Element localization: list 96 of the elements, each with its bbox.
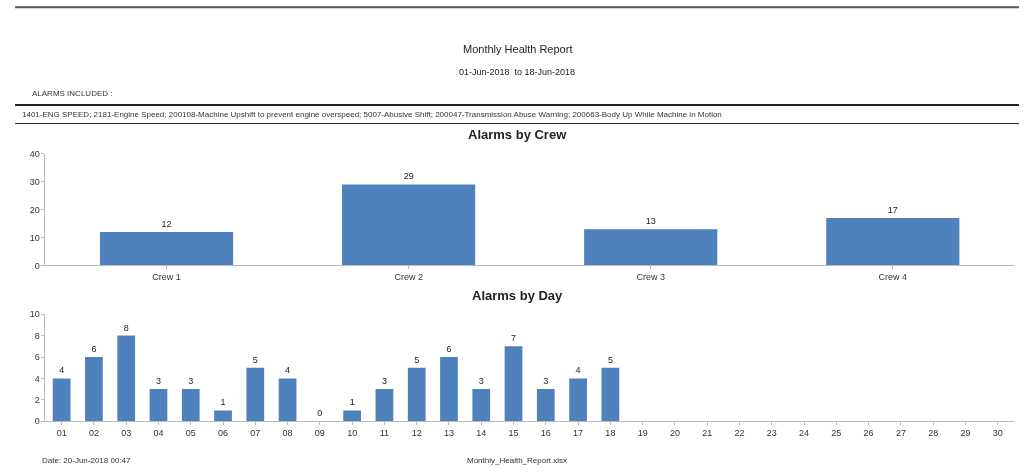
bar bbox=[246, 367, 265, 422]
data-label: 3 bbox=[188, 376, 194, 387]
x-tick-label: 28 bbox=[928, 427, 939, 438]
x-tick-label: Crew 4 bbox=[878, 272, 908, 283]
text: ALARMS INCLUDED : bbox=[32, 89, 113, 98]
data-label: 29 bbox=[403, 171, 414, 182]
x-tick-label: 22 bbox=[734, 427, 745, 438]
data-label: 0 bbox=[317, 408, 323, 419]
y-tick-label: 0 bbox=[34, 416, 40, 427]
x-tick-label: 02 bbox=[88, 427, 99, 438]
data-label: 3 bbox=[478, 376, 484, 387]
data-label: 17 bbox=[887, 204, 898, 215]
data-label: 3 bbox=[381, 376, 387, 387]
x-tick-label: 03 bbox=[121, 427, 132, 438]
x-tick-label: 04 bbox=[153, 427, 164, 438]
bar bbox=[214, 410, 232, 422]
data-label: 7 bbox=[511, 333, 517, 344]
x-tick-label: 25 bbox=[831, 427, 842, 438]
chart-title: Alarms by Day bbox=[472, 288, 564, 303]
bar bbox=[601, 367, 620, 422]
text: Monthly Health Report bbox=[463, 43, 573, 55]
text: Date: 20-Jun-2018 00:47 bbox=[42, 456, 132, 465]
x-tick-label: Crew 1 bbox=[152, 272, 181, 283]
bar bbox=[342, 184, 476, 266]
bar bbox=[117, 335, 136, 422]
y-tick-label: 8 bbox=[34, 330, 40, 341]
x-tick-label: 08 bbox=[282, 427, 293, 438]
x-tick-label: 09 bbox=[314, 427, 325, 438]
x-tick-label: 14 bbox=[476, 427, 487, 438]
data-label: 1 bbox=[220, 397, 226, 408]
text: Monthly_Health_Report.xlsx bbox=[467, 456, 568, 465]
data-label: 8 bbox=[123, 322, 129, 333]
y-tick-label: 30 bbox=[29, 176, 40, 187]
bar bbox=[504, 346, 523, 422]
y-tick-label: 40 bbox=[29, 148, 40, 159]
bar bbox=[440, 357, 458, 422]
bar bbox=[375, 389, 394, 422]
x-tick-label: Crew 2 bbox=[394, 272, 423, 283]
y-tick-label: 4 bbox=[34, 373, 40, 384]
y-tick-label: 6 bbox=[34, 352, 40, 363]
data-label: 3 bbox=[155, 376, 161, 387]
data-label: 6 bbox=[91, 344, 97, 355]
bar bbox=[536, 389, 555, 422]
chart-title: Alarms by Crew bbox=[468, 127, 568, 142]
x-tick-label: 05 bbox=[185, 427, 196, 438]
data-label: 5 bbox=[414, 354, 420, 365]
bar bbox=[149, 389, 168, 422]
x-tick-label: 10 bbox=[347, 427, 358, 438]
bar bbox=[826, 217, 960, 266]
data-label: 6 bbox=[446, 344, 452, 355]
bar bbox=[99, 231, 234, 266]
bar bbox=[278, 378, 297, 422]
x-tick-label: 20 bbox=[669, 427, 680, 438]
data-label: 4 bbox=[285, 365, 291, 376]
bar bbox=[52, 378, 71, 422]
x-tick-label: 12 bbox=[411, 427, 422, 438]
bar bbox=[584, 229, 718, 266]
bar bbox=[569, 378, 587, 422]
x-tick-label: 17 bbox=[573, 427, 584, 438]
x-tick-label: 06 bbox=[218, 427, 229, 438]
y-tick-label: 0 bbox=[34, 260, 40, 271]
data-label: 4 bbox=[575, 365, 581, 376]
bar bbox=[343, 410, 362, 422]
x-tick-label: 27 bbox=[895, 427, 906, 438]
data-label: 4 bbox=[59, 365, 65, 376]
x-tick-label: 07 bbox=[250, 427, 261, 438]
y-tick-label: 10 bbox=[29, 309, 40, 320]
y-tick-label: 2 bbox=[34, 394, 40, 405]
x-tick-label: 16 bbox=[540, 427, 551, 438]
bar bbox=[407, 367, 426, 422]
data-label: 5 bbox=[607, 354, 613, 365]
text: 1401-ENG SPEED; 2181-Engine Speed; 200108-Machine Upshift to prevent engine overspeed; 5007-Abusive Shift; 200047-Transmission Abuse Warning; 200663-Body Up While Machine in Motion bbox=[22, 110, 722, 119]
x-tick-label: 19 bbox=[637, 427, 648, 438]
x-tick-label: 21 bbox=[702, 427, 713, 438]
y-tick-label: 10 bbox=[29, 232, 40, 243]
text: 01-Jun-2018 to 18-Jun-2018 bbox=[459, 67, 576, 77]
data-label: 13 bbox=[645, 216, 656, 227]
x-tick-label: 15 bbox=[508, 427, 519, 438]
bar bbox=[472, 389, 491, 422]
x-tick-label: Crew 3 bbox=[636, 272, 665, 283]
data-label: 1 bbox=[349, 397, 355, 408]
x-tick-label: 13 bbox=[443, 427, 454, 438]
x-tick-label: 26 bbox=[863, 427, 874, 438]
x-tick-label: 29 bbox=[960, 427, 971, 438]
data-label: 3 bbox=[543, 376, 549, 387]
x-tick-label: 01 bbox=[56, 427, 67, 438]
x-tick-label: 23 bbox=[766, 427, 777, 438]
y-tick-label: 20 bbox=[29, 204, 40, 215]
bar bbox=[181, 389, 200, 422]
x-tick-label: 11 bbox=[379, 427, 390, 438]
data-label: 5 bbox=[252, 354, 258, 365]
x-tick-label: 30 bbox=[992, 427, 1003, 438]
x-tick-label: 24 bbox=[799, 427, 810, 438]
x-tick-label: 18 bbox=[605, 427, 616, 438]
data-label: 12 bbox=[161, 218, 172, 229]
bar bbox=[85, 357, 103, 422]
